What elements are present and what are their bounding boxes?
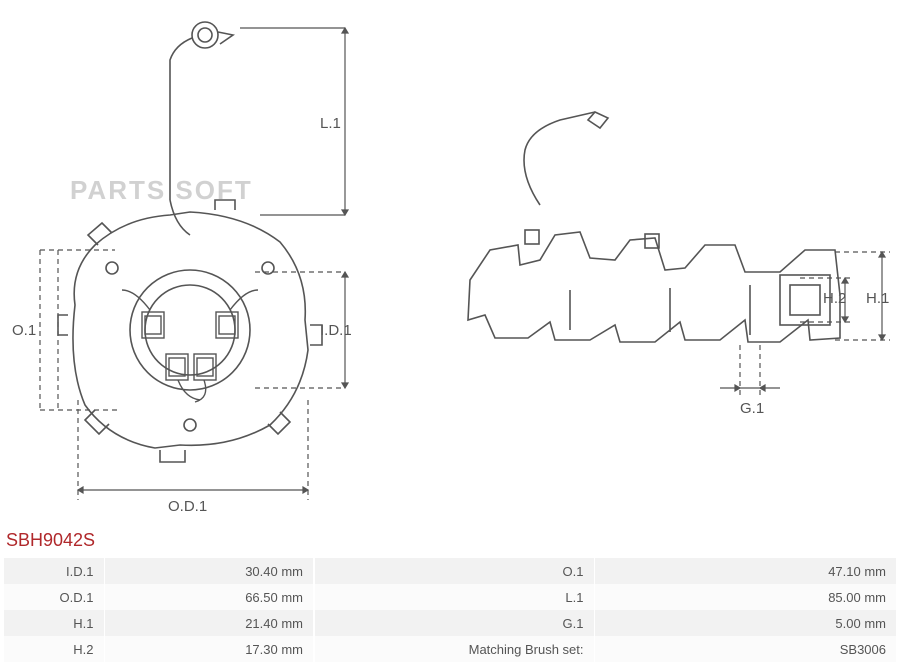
label-h1: H.1 <box>866 290 889 307</box>
spec-key: G.1 <box>314 610 594 636</box>
label-od1: O.D.1 <box>168 498 207 515</box>
spec-val: 30.40 mm <box>104 558 314 584</box>
table-row: O.D.1 66.50 mm L.1 85.00 mm <box>4 584 896 610</box>
right-view-drawing <box>420 0 900 520</box>
spec-val: 66.50 mm <box>104 584 314 610</box>
label-h2: H.2 <box>823 290 846 307</box>
spec-table: I.D.1 30.40 mm O.1 47.10 mm O.D.1 66.50 … <box>4 558 896 662</box>
spec-val: 5.00 mm <box>594 610 896 636</box>
spec-key: H.2 <box>4 636 104 662</box>
table-row: H.2 17.30 mm Matching Brush set: SB3006 <box>4 636 896 662</box>
spec-key: H.1 <box>4 610 104 636</box>
diagram-area: PARTS SOFT <box>0 0 900 520</box>
spec-val: 47.10 mm <box>594 558 896 584</box>
spec-val: 85.00 mm <box>594 584 896 610</box>
label-l1: L.1 <box>320 115 341 132</box>
left-view-drawing <box>0 0 420 520</box>
part-code: SBH9042S <box>6 530 95 551</box>
spec-val: 17.30 mm <box>104 636 314 662</box>
table-row: H.1 21.40 mm G.1 5.00 mm <box>4 610 896 636</box>
spec-val: SB3006 <box>594 636 896 662</box>
spec-key: O.1 <box>314 558 594 584</box>
spec-val: 21.40 mm <box>104 610 314 636</box>
spec-key: O.D.1 <box>4 584 104 610</box>
label-id1: I.D.1 <box>320 322 352 339</box>
label-o1: O.1 <box>12 322 36 339</box>
table-row: I.D.1 30.40 mm O.1 47.10 mm <box>4 558 896 584</box>
spec-key: I.D.1 <box>4 558 104 584</box>
label-g1: G.1 <box>740 400 764 417</box>
spec-key: L.1 <box>314 584 594 610</box>
spec-key: Matching Brush set: <box>314 636 594 662</box>
